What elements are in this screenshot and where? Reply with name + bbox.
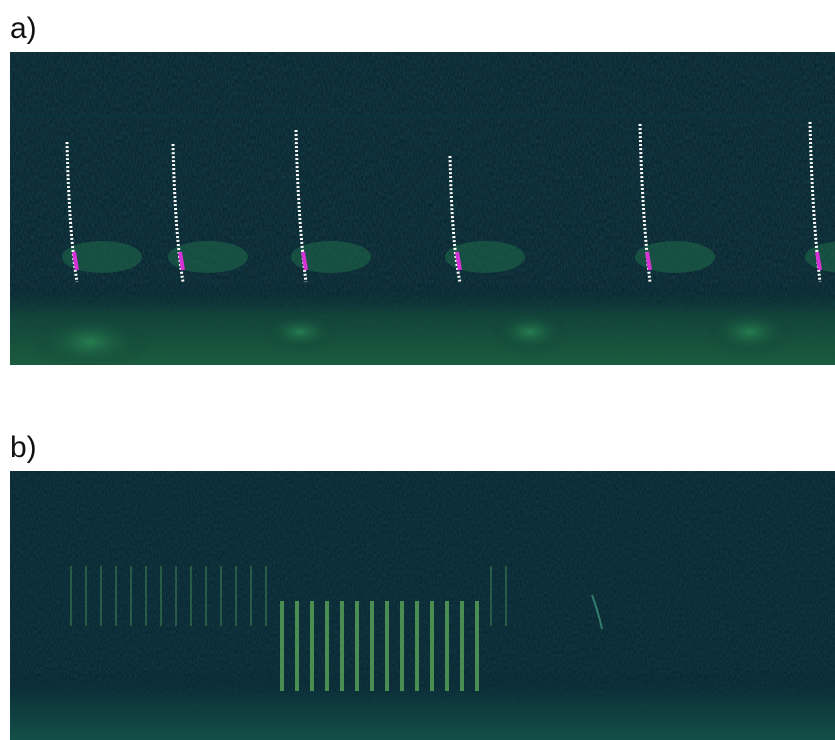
panel-a-label: a) <box>10 12 37 45</box>
pulse-train <box>70 566 507 691</box>
spectrogram-b <box>10 471 835 740</box>
panel-b-label: b) <box>10 431 37 464</box>
spectrogram-a <box>10 52 835 365</box>
echolocation-calls <box>62 121 835 283</box>
